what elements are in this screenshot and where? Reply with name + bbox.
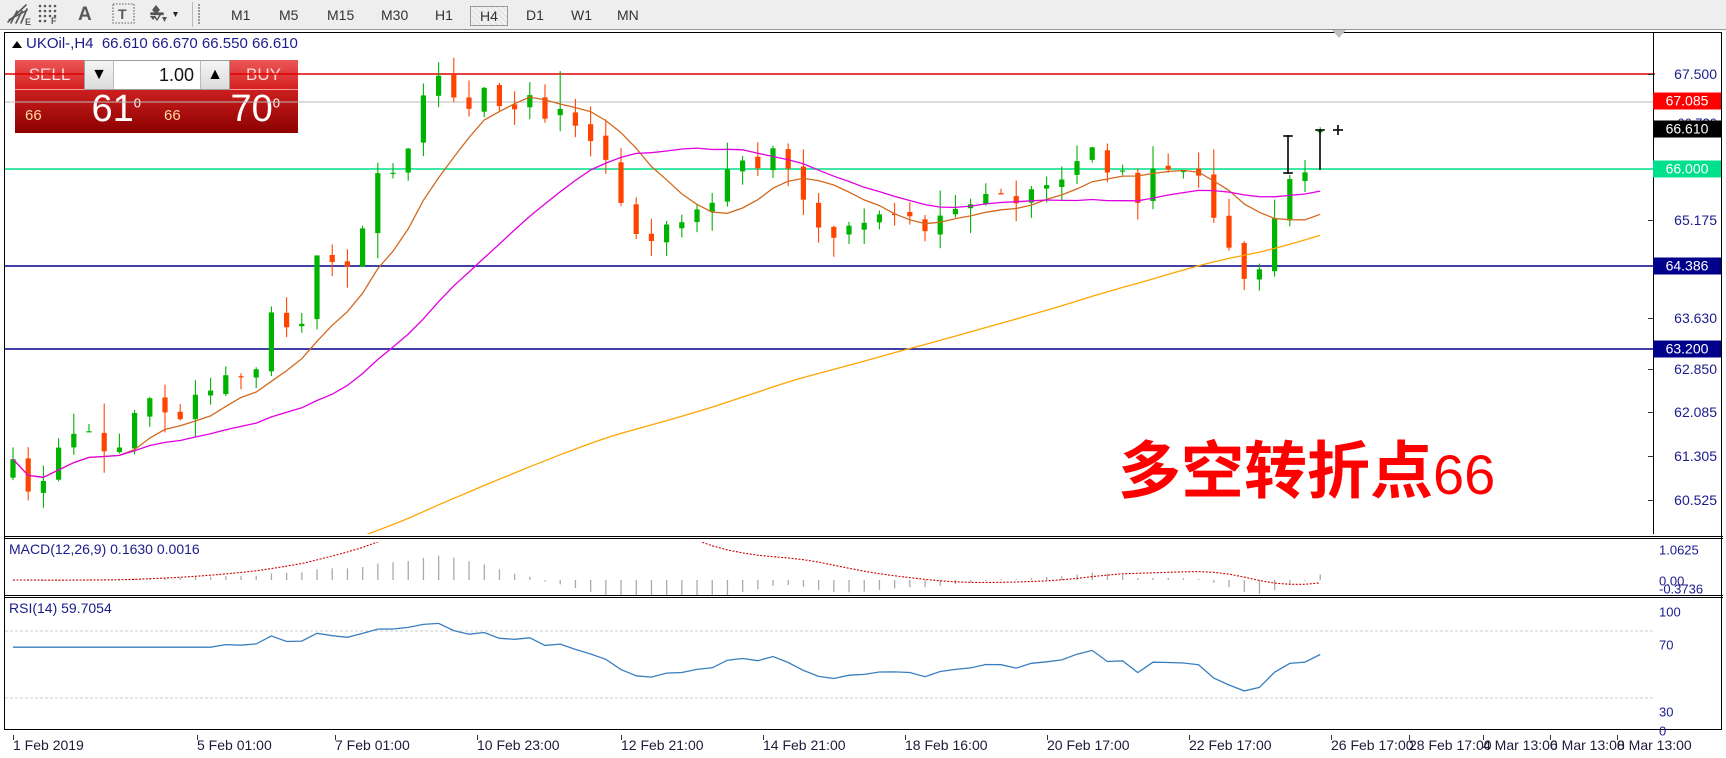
svg-text:66: 66 bbox=[1433, 443, 1495, 506]
svg-text:F: F bbox=[51, 16, 57, 26]
svg-text:T: T bbox=[118, 6, 127, 22]
svg-text:E: E bbox=[25, 17, 31, 26]
